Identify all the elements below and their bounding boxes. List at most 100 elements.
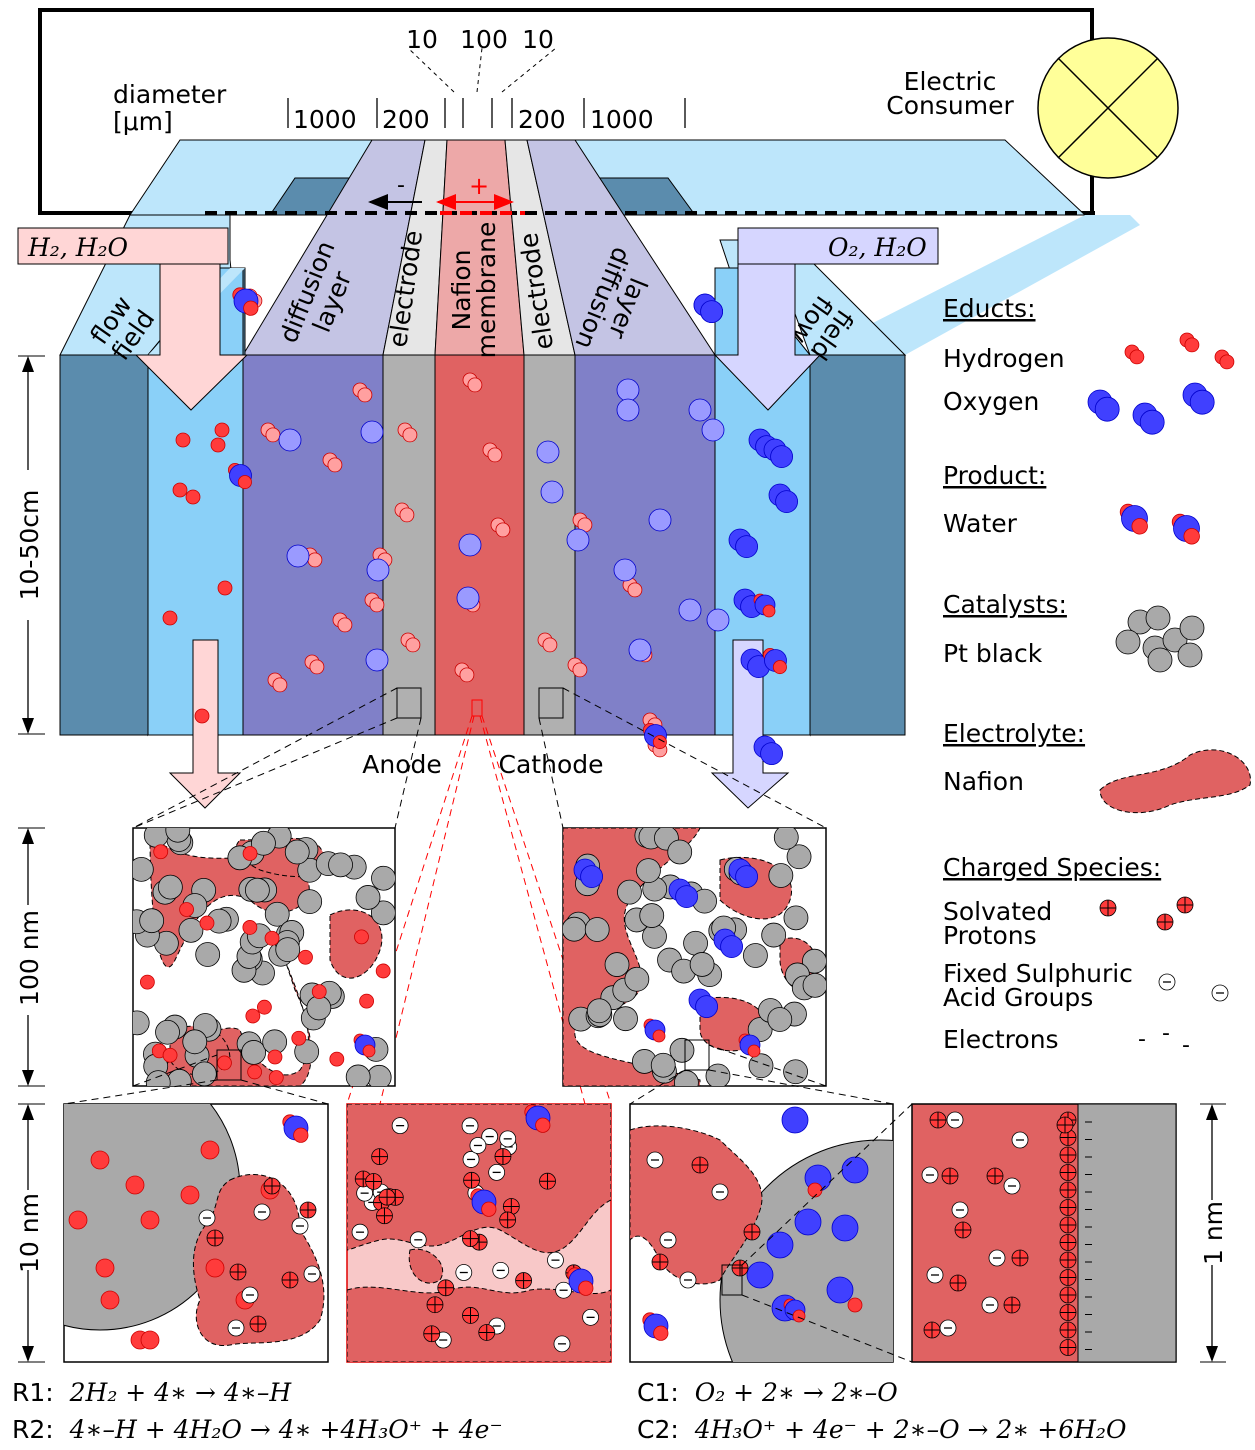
hydrogen-atom-icon (1184, 337, 1200, 353)
oxygen-atom-icon (678, 598, 702, 622)
hydrogen-atom-icon (772, 660, 787, 675)
hydrogen-atom-icon (402, 427, 418, 443)
proton-plus-mark (478, 1324, 495, 1341)
hydrogen-atom-icon (245, 1008, 261, 1024)
proton-plus-mark (950, 1275, 966, 1291)
oxygen-atom-icon (720, 935, 743, 958)
pt-catalyst-particle-icon (251, 830, 276, 856)
diameter-value-interface-left: 10 (406, 25, 438, 54)
pt-catalyst-particle-icon (674, 1070, 699, 1086)
proton-plus-mark (692, 1157, 708, 1173)
pt-catalyst-particle-icon (294, 1039, 320, 1065)
hydrogen-atom-icon (162, 1047, 178, 1063)
hydrogen-atom-icon (214, 422, 230, 438)
proton-plus-mark (371, 1148, 388, 1165)
hydrogen-atom-icon (272, 677, 288, 693)
pt-catalyst-particle-icon (802, 972, 826, 998)
pt-catalyst-particle-icon (297, 889, 323, 915)
proton-plus-mark (282, 1272, 298, 1288)
pt-catalyst-particle-icon (244, 877, 270, 903)
proton-plus-mark (1177, 897, 1193, 913)
hydrogen-atom-icon (180, 1185, 200, 1205)
oxygen-atom-icon (695, 995, 718, 1018)
proton-plus-mark (437, 1279, 454, 1296)
hydrogen-atom-icon (578, 1280, 594, 1296)
oxygen-atom-icon (675, 885, 698, 908)
pt-catalyst-particle-icon (370, 900, 395, 926)
anode-outlet-arrow-icon (168, 639, 242, 809)
reaction-r1-label: R1: (12, 1378, 54, 1407)
oxygen-atom-icon (781, 1106, 809, 1134)
legend-nafion-label: Nafion (943, 767, 1024, 796)
pt-catalyst-particle-icon (584, 917, 610, 942)
pt-catalyst-particle-icon (166, 1068, 192, 1086)
proton-plus-mark (930, 1112, 946, 1128)
proton-plus-mark (426, 1296, 443, 1313)
pt-catalyst-particle-icon (773, 828, 799, 850)
reaction-r2-equation: 4∗–H + 4H₂O → 4∗ +4H₃O⁺ + 4e⁻ (69, 1415, 503, 1444)
hydrogen-atom-icon (327, 457, 343, 473)
oxygen-atom-icon (826, 1276, 854, 1304)
diameter-value-electrode-left: 200 (382, 105, 430, 134)
hydrogen-atom-icon (242, 846, 258, 861)
legend-charged-heading: Charged Species: (943, 853, 1161, 882)
legend-product-heading: Product: (943, 461, 1046, 490)
legend-hydrogen-label: Hydrogen (943, 344, 1065, 373)
oxygen-atom-icon (706, 608, 730, 632)
proton-plus-mark (462, 1307, 479, 1324)
pt-catalyst-particle-icon (613, 1006, 638, 1032)
pt-catalyst-particle-icon (761, 922, 787, 948)
hydrogen-atom-icon (307, 552, 323, 568)
hydrogen-atom-icon (762, 604, 776, 618)
pt-catalyst-particle-icon (783, 905, 809, 931)
diameter-value-interface-right: 10 (522, 25, 554, 54)
hydrogen-atom-icon (242, 920, 258, 935)
reaction-c2: C2: 4H₃O⁺ + 4e⁻ + 2∗–O → 2∗ +6H₂O (637, 1415, 1126, 1444)
oxygen-atom-icon (456, 586, 480, 610)
legend-electron-mark-3-icon: - (1182, 1033, 1190, 1058)
hydrogen-atom-icon (362, 1044, 376, 1058)
legend-protons-line2: Protons (943, 921, 1037, 950)
reaction-c1: C1: O₂ + 2∗ → 2∗–O (637, 1378, 898, 1407)
hydrogen-atom-icon (140, 1210, 160, 1230)
proton-plus-mark (1060, 1339, 1076, 1356)
hydrogen-atom-icon (481, 1201, 497, 1217)
hydrogen-atom-icon (535, 1117, 551, 1133)
pt-catalyst-particle-icon (264, 901, 290, 927)
scale-bottom-label: 10 nm (15, 1193, 44, 1273)
reaction-r1-equation: 2H₂ + 4∗ → 4∗–H (69, 1378, 292, 1407)
oxygen-atom-icon (735, 535, 758, 558)
membrane-bottom-particles (351, 1104, 599, 1353)
oxygen-atom-icon (766, 1231, 794, 1259)
consumer-label-line2: Consumer (886, 91, 1014, 120)
oxygen-atom-icon (628, 638, 652, 662)
pt-catalyst-particle-icon (748, 1053, 774, 1079)
oxygen-atom-icon (458, 533, 482, 557)
proton-plus-mark (1060, 1217, 1076, 1233)
proton-plus-mark (1060, 1234, 1076, 1251)
pt-catalyst-particle-icon (155, 1019, 180, 1045)
oxygen-atom-icon (831, 1214, 859, 1242)
pt-catalyst-particle-icon (786, 844, 812, 870)
proton-plus-mark (942, 1168, 958, 1184)
proton-plus-mark (955, 1222, 971, 1238)
flow-field-left (59, 354, 149, 736)
hydrogen-atom-icon (627, 582, 643, 598)
oxygen-atom-icon (360, 420, 384, 444)
diameter-value-membrane: 100 (460, 25, 508, 54)
pt-catalyst-particle-icon (636, 858, 661, 884)
hydrogen-atom-icon (153, 844, 169, 860)
hydrogen-atom-icon (653, 1325, 669, 1341)
reaction-c1-equation: O₂ + 2∗ → 2∗–O (694, 1378, 898, 1407)
oxygen-atom-icon (540, 480, 564, 504)
flow-field-right (809, 354, 906, 736)
hydrogen-atom-icon (652, 1029, 666, 1043)
hydrogen-atom-icon (125, 1175, 145, 1195)
pt-catalyst-particle-icon (705, 1063, 731, 1086)
hydrogen-atom-icon (807, 1182, 823, 1198)
hydrogen-atom-icon (354, 929, 369, 945)
pt-catalyst-particle-icon (767, 1007, 793, 1032)
hydrogen-atom-icon (309, 659, 325, 675)
proton-plus-mark (1100, 900, 1116, 916)
oxygen-atom-icon (1139, 409, 1165, 435)
